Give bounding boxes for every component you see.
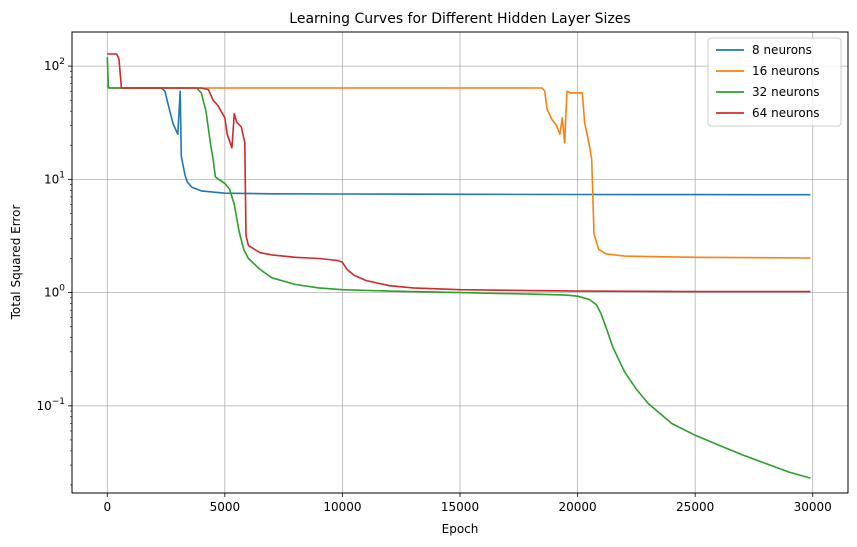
x-tick-label: 20000 (558, 500, 596, 514)
legend: 8 neurons 16 neurons 32 neurons 64 neurons (707, 37, 842, 127)
chart-title: Learning Curves for Different Hidden Lay… (289, 11, 630, 27)
legend-label-64-neurons: 64 neurons (752, 106, 820, 120)
x-tick-label: 15000 (441, 500, 479, 514)
x-tick-label: 25000 (676, 500, 714, 514)
legend-box (707, 37, 842, 127)
series-line-32-neurons (106, 57, 811, 479)
x-tick-label: 5000 (210, 500, 241, 514)
x-axis-label: Epoch (442, 522, 479, 536)
series-lines (106, 53, 811, 479)
legend-label-16-neurons: 16 neurons (752, 64, 820, 78)
x-tick-label: 10000 (323, 500, 361, 514)
y-axis-ticks: 10−1 100 101 102 (36, 57, 72, 486)
y-tick-label: 102 (44, 57, 65, 73)
y-tick-label: 101 (44, 170, 65, 186)
series-line-16-neurons (106, 84, 811, 259)
y-axis-label: Total Squared Error (9, 205, 23, 321)
x-tick-label: 30000 (794, 500, 832, 514)
x-axis-ticks: 0 5000 10000 15000 20000 25000 30000 (103, 493, 832, 514)
y-tick-label: 100 (44, 284, 65, 300)
x-tick-label: 0 (103, 500, 111, 514)
y-tick-label: 10−1 (36, 397, 65, 413)
legend-label-8-neurons: 8 neurons (752, 43, 812, 57)
legend-label-32-neurons: 32 neurons (752, 85, 820, 99)
series-line-64-neurons (107, 53, 811, 293)
